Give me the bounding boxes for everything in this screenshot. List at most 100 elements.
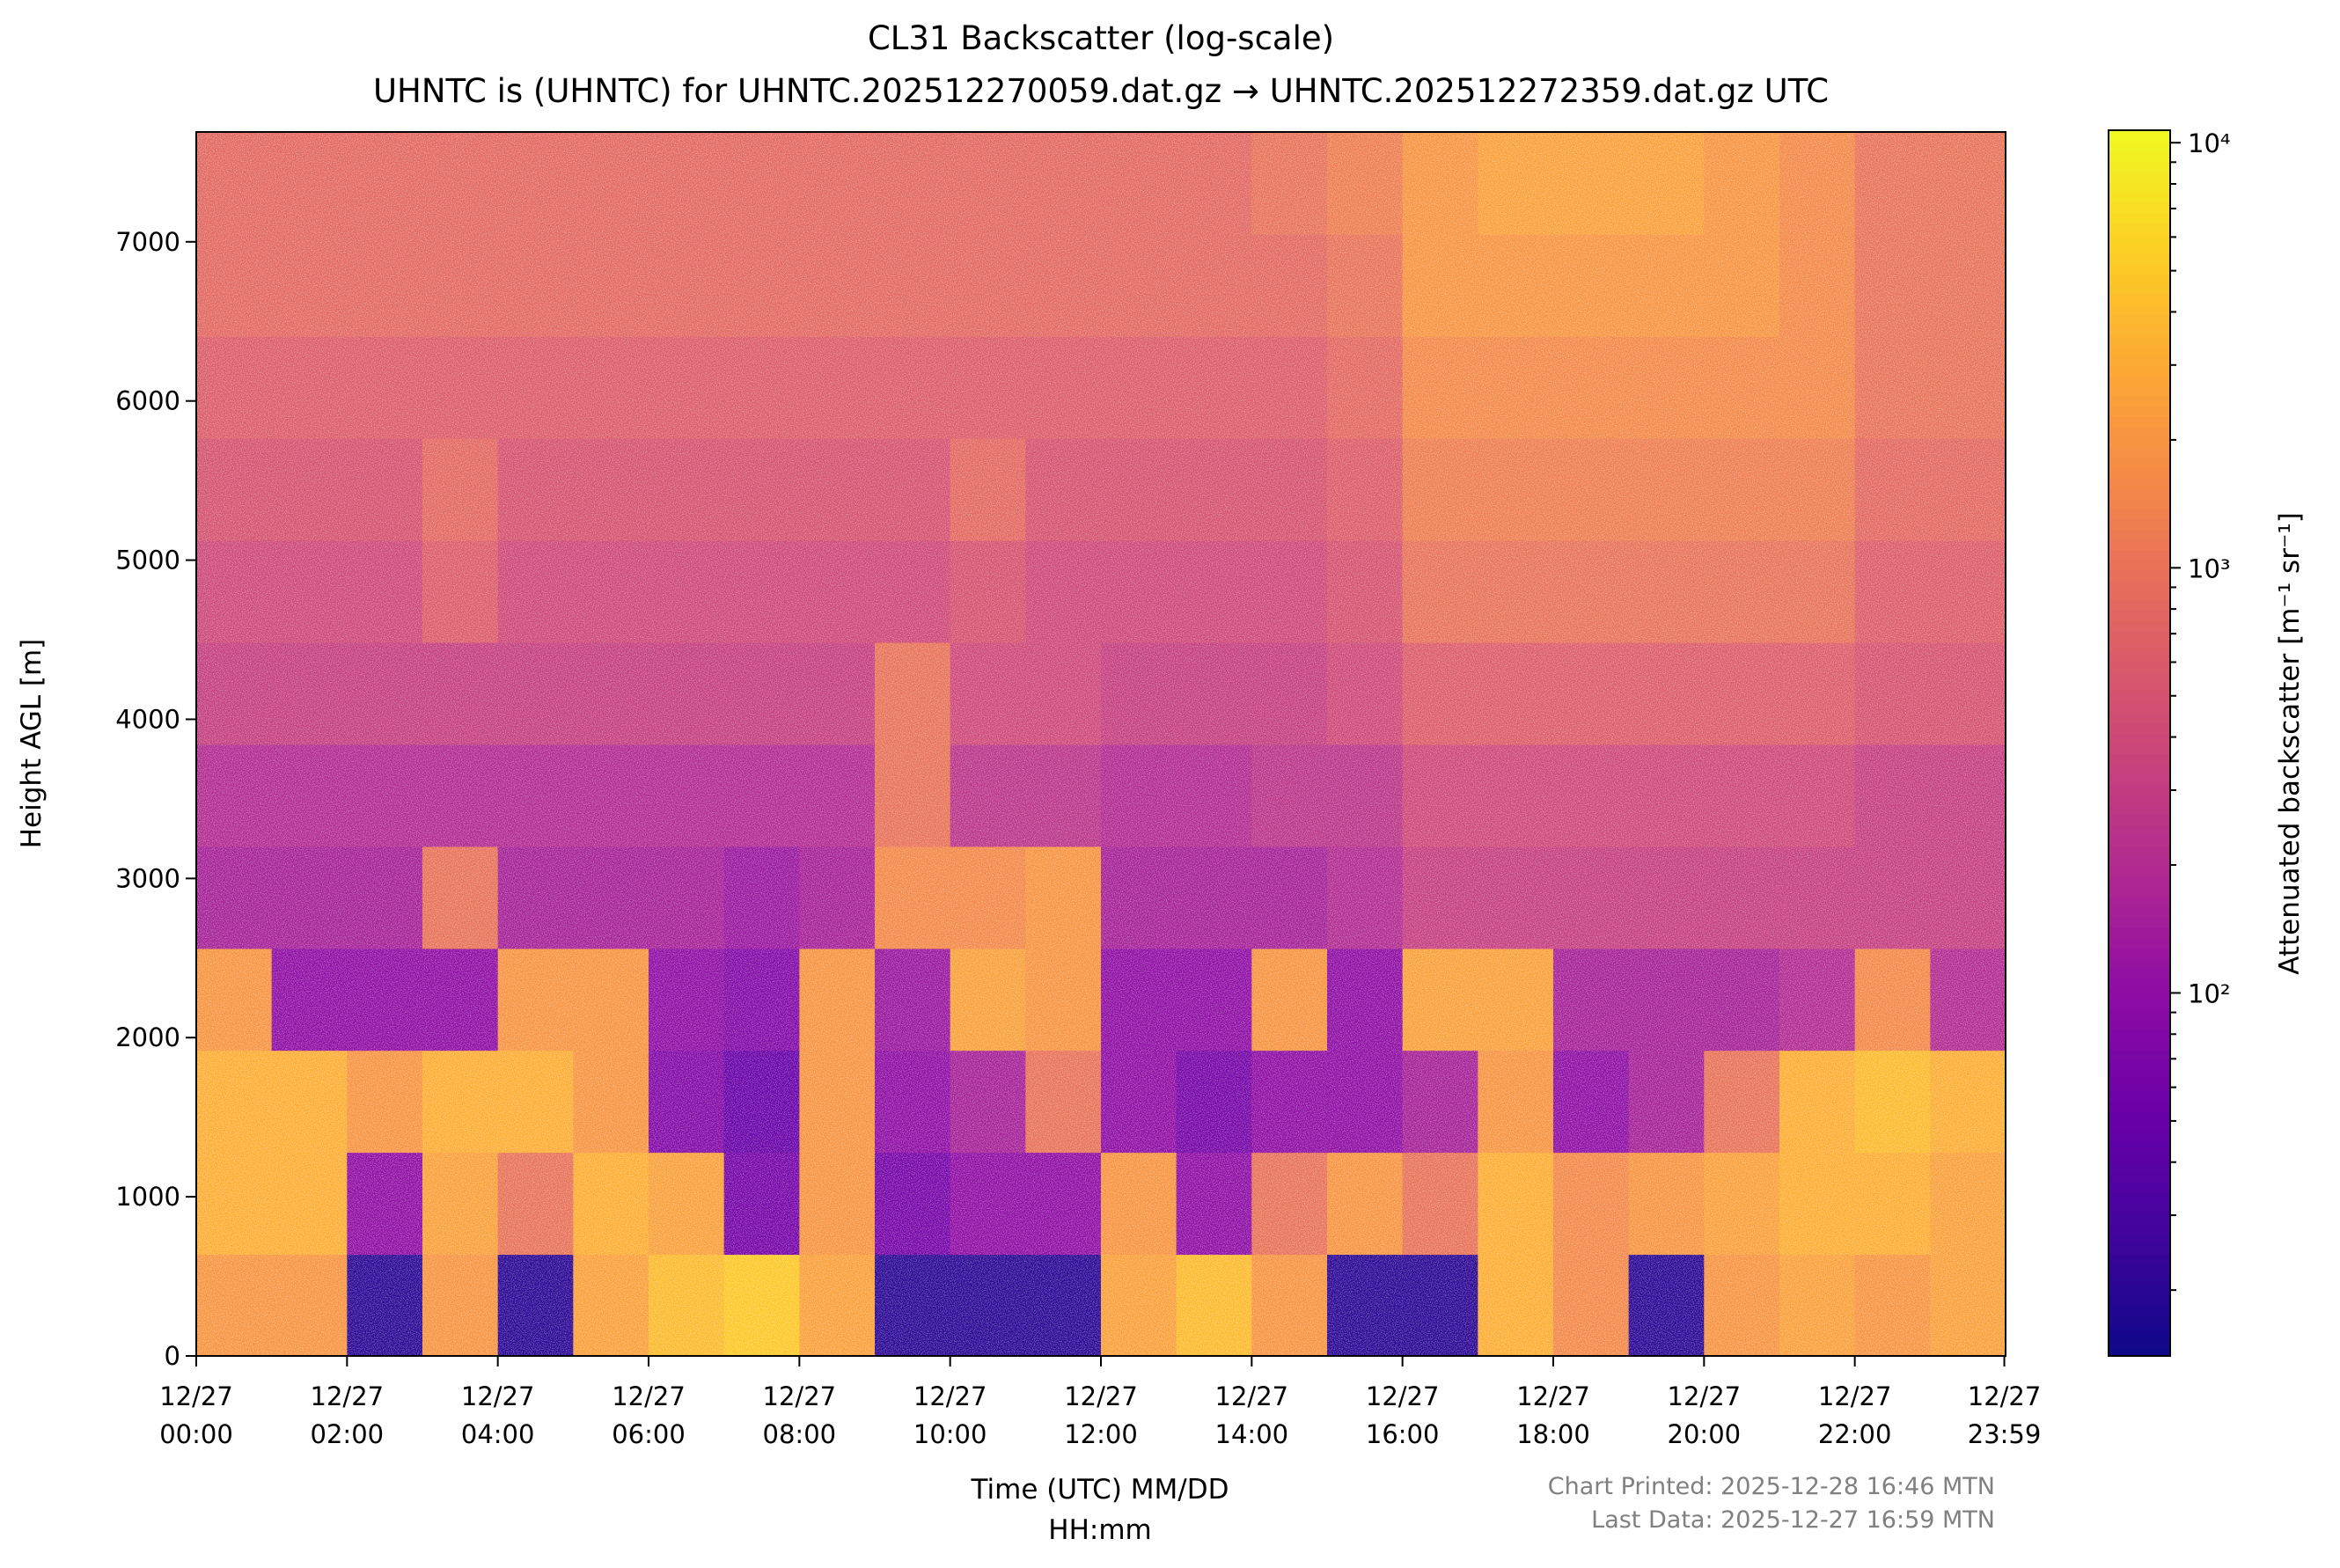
colorbar-segment xyxy=(2109,957,2170,969)
colorbar-segment xyxy=(2109,171,2170,183)
x-tick-label-date: 12/27 xyxy=(1668,1381,1742,1411)
colorbar-segment xyxy=(2109,1182,2170,1194)
x-tick-label-time: 22:00 xyxy=(1818,1419,1892,1449)
chart-printed-timestamp: Chart Printed: 2025-12-28 16:46 MTN xyxy=(1547,1473,1995,1500)
colorbar-segment xyxy=(2109,364,2170,377)
colorbar-segment xyxy=(2109,1080,2170,1092)
colorbar-segment xyxy=(2109,865,2170,877)
colorbar-segment xyxy=(2109,1223,2170,1235)
colorbar: 10² 10³ 10⁴ xyxy=(2108,128,2231,1357)
x-tick-label-time: 04:00 xyxy=(461,1419,535,1449)
y-tick-label: 5000 xyxy=(115,546,180,575)
colorbar-segment xyxy=(2109,1294,2170,1306)
colorbar-segment xyxy=(2109,916,2170,928)
colorbar-segment xyxy=(2109,712,2170,724)
colorbar-segment xyxy=(2109,283,2170,295)
colorbar-segment xyxy=(2109,1345,2170,1357)
colorbar-segment xyxy=(2109,783,2170,795)
colorbar-segment xyxy=(2109,518,2170,530)
x-tick-label-date: 12/27 xyxy=(159,1381,233,1411)
colorbar-segment xyxy=(2109,150,2170,162)
colorbar-segment xyxy=(2109,579,2170,591)
colorbar-segment xyxy=(2109,273,2170,285)
colorbar-segment xyxy=(2109,313,2170,326)
x-tick-label-date: 12/27 xyxy=(1968,1381,2042,1411)
x-tick-label-date: 12/27 xyxy=(1215,1381,1289,1411)
colorbar-segment xyxy=(2109,967,2170,979)
colorbar-segment xyxy=(2109,824,2170,836)
colorbar-segment xyxy=(2109,814,2170,826)
colorbar-segment xyxy=(2109,375,2170,387)
chart-title: CL31 Backscatter (log-scale) xyxy=(867,19,1335,57)
x-tick-label-date: 12/27 xyxy=(311,1381,385,1411)
x-tick-label-time: 10:00 xyxy=(913,1419,987,1449)
colorbar-segment xyxy=(2109,834,2170,846)
colorbar-segment xyxy=(2109,630,2170,642)
colorbar-segment xyxy=(2109,406,2170,418)
colorbar-segment xyxy=(2109,497,2170,509)
colorbar-tick-label: 10⁴ xyxy=(2188,128,2231,158)
colorbar-segment xyxy=(2109,181,2170,193)
colorbar-segment xyxy=(2109,1264,2170,1276)
colorbar-segment xyxy=(2109,1213,2170,1225)
colorbar-segment xyxy=(2109,1304,2170,1316)
colorbar-segment xyxy=(2109,763,2170,775)
colorbar-segment xyxy=(2109,906,2170,918)
y-axis: 0 1000 2000 3000 4000 5000 6000 7000 xyxy=(115,227,196,1371)
colorbar-segment xyxy=(2109,1090,2170,1102)
y-tick-label: 4000 xyxy=(115,704,180,734)
colorbar-segment xyxy=(2109,661,2170,673)
colorbar-segment xyxy=(2109,753,2170,765)
colorbar-segment xyxy=(2109,324,2170,336)
colorbar-segment xyxy=(2109,804,2170,816)
x-tick-label-time: 20:00 xyxy=(1668,1419,1742,1449)
x-tick-label-date: 12/27 xyxy=(612,1381,686,1411)
colorbar-segment xyxy=(2109,988,2170,1000)
colorbar-segment xyxy=(2109,978,2170,990)
y-tick-label: 6000 xyxy=(115,386,180,416)
colorbar-segment xyxy=(2109,201,2170,213)
colorbar-segment xyxy=(2109,191,2170,203)
x-tick-label-time: 08:00 xyxy=(763,1419,837,1449)
colorbar-segment xyxy=(2109,599,2170,612)
x-tick-label-date: 12/27 xyxy=(913,1381,987,1411)
colorbar-segment xyxy=(2109,743,2170,755)
last-data-timestamp: Last Data: 2025-12-27 16:59 MTN xyxy=(1591,1506,1995,1534)
colorbar-segment xyxy=(2109,160,2170,172)
x-tick-label-time: 02:00 xyxy=(311,1419,385,1449)
colorbar-segment xyxy=(2109,651,2170,663)
colorbar-segment xyxy=(2109,937,2170,949)
colorbar-segment xyxy=(2109,1315,2170,1327)
colorbar-segment xyxy=(2109,130,2170,142)
colorbar-segment xyxy=(2109,395,2170,407)
colorbar-segment xyxy=(2109,1192,2170,1204)
colorbar-segment xyxy=(2109,947,2170,959)
y-tick-label: 3000 xyxy=(115,863,180,893)
colorbar-segment xyxy=(2109,355,2170,366)
colorbar-segment xyxy=(2109,998,2170,1010)
colorbar-segment xyxy=(2109,262,2170,275)
colorbar-segment xyxy=(2109,477,2170,489)
colorbar-segment xyxy=(2109,467,2170,479)
colorbar-segment xyxy=(2109,855,2170,867)
colorbar-segment xyxy=(2109,590,2170,601)
colorbar-segment xyxy=(2109,1284,2170,1296)
colorbar-segment xyxy=(2109,1059,2170,1071)
colorbar-segment xyxy=(2109,1274,2170,1286)
colorbar-segment xyxy=(2109,446,2170,458)
colorbar-segment xyxy=(2109,1161,2170,1174)
colorbar-segment xyxy=(2109,344,2170,356)
colorbar-segment xyxy=(2109,1121,2170,1132)
colorbar-segment xyxy=(2109,334,2170,346)
x-tick-label-time: 23:59 xyxy=(1968,1419,2042,1449)
y-axis-label: Height AGL [m] xyxy=(16,639,48,849)
colorbar-segment xyxy=(2109,896,2170,908)
colorbar-segment xyxy=(2109,1202,2170,1214)
x-tick-label-time: 00:00 xyxy=(159,1419,233,1449)
colorbar-segment xyxy=(2109,1100,2170,1112)
colorbar-segment xyxy=(2109,1243,2170,1255)
colorbar-segment xyxy=(2109,692,2170,704)
colorbar-segment xyxy=(2109,253,2170,264)
colorbar-frame xyxy=(2108,129,2171,1357)
